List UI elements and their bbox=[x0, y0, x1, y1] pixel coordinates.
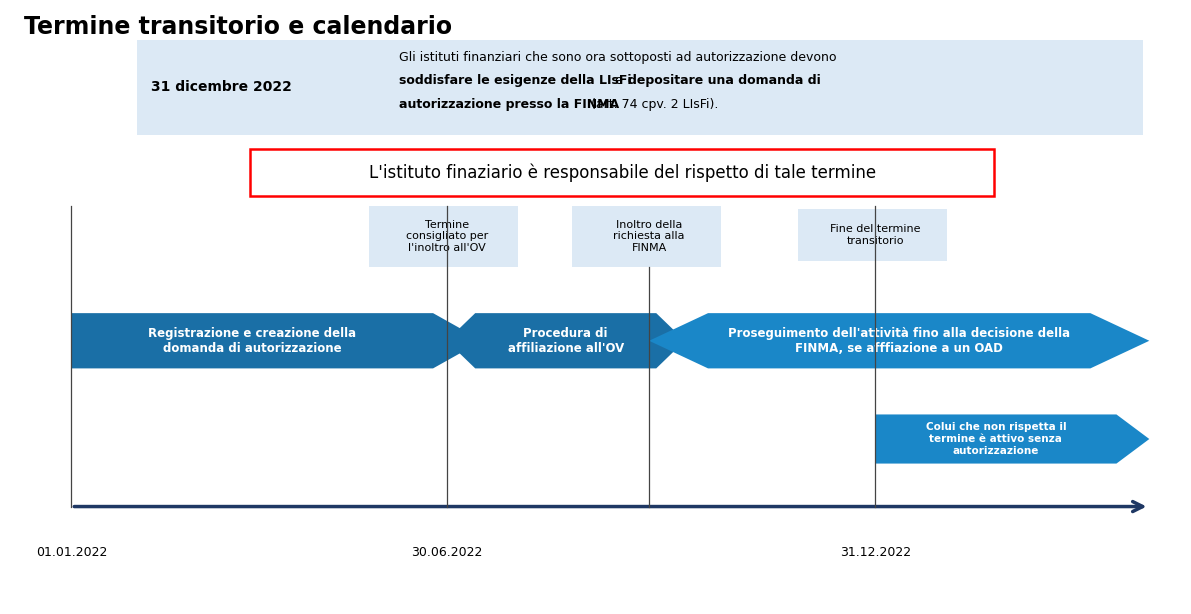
Text: autorizzazione presso la FINMA: autorizzazione presso la FINMA bbox=[399, 98, 619, 111]
Text: 31.12.2022: 31.12.2022 bbox=[840, 546, 911, 559]
Text: L'istituto finaziario è responsabile del rispetto di tale termine: L'istituto finaziario è responsabile del… bbox=[369, 163, 875, 182]
FancyBboxPatch shape bbox=[572, 206, 721, 267]
Polygon shape bbox=[875, 414, 1149, 464]
Text: Colui che non rispetta il
termine è attivo senza
autorizzazione: Colui che non rispetta il termine è atti… bbox=[925, 422, 1066, 456]
Polygon shape bbox=[447, 313, 685, 368]
Text: depositare una domanda di: depositare una domanda di bbox=[628, 74, 821, 87]
FancyBboxPatch shape bbox=[798, 209, 947, 261]
Text: 01.01.2022: 01.01.2022 bbox=[36, 546, 107, 559]
Text: Registrazione e creazione della
domanda di autorizzazione: Registrazione e creazione della domanda … bbox=[148, 327, 356, 355]
Text: Proseguimento dell'attività fino alla decisione della
FINMA, se afffiazione a un: Proseguimento dell'attività fino alla de… bbox=[728, 327, 1071, 355]
Text: Fine del termine
transitorio: Fine del termine transitorio bbox=[830, 224, 921, 246]
FancyBboxPatch shape bbox=[369, 206, 518, 267]
Text: (art. 74 cpv. 2 LIsFi).: (art. 74 cpv. 2 LIsFi). bbox=[587, 98, 718, 111]
Text: Inoltro della
richiesta alla
FINMA: Inoltro della richiesta alla FINMA bbox=[613, 220, 685, 253]
Polygon shape bbox=[649, 313, 1149, 368]
Text: 31 dicembre 2022: 31 dicembre 2022 bbox=[151, 80, 292, 95]
Polygon shape bbox=[71, 313, 482, 368]
Text: Gli istituti finanziari che sono ora sottoposti ad autorizzazione devono: Gli istituti finanziari che sono ora sot… bbox=[399, 51, 836, 64]
FancyBboxPatch shape bbox=[137, 40, 1143, 135]
Text: 30.06.2022: 30.06.2022 bbox=[411, 546, 482, 559]
Text: Procedura di
affiliazione all'OV: Procedura di affiliazione all'OV bbox=[507, 327, 624, 355]
Text: e: e bbox=[611, 74, 626, 87]
Text: Termine
consigliato per
l'inoltro all'OV: Termine consigliato per l'inoltro all'OV bbox=[405, 220, 488, 253]
Text: soddisfare le esigenze della LIsFi: soddisfare le esigenze della LIsFi bbox=[399, 74, 631, 87]
FancyBboxPatch shape bbox=[250, 149, 994, 196]
Text: Termine transitorio e calendario: Termine transitorio e calendario bbox=[24, 15, 451, 39]
